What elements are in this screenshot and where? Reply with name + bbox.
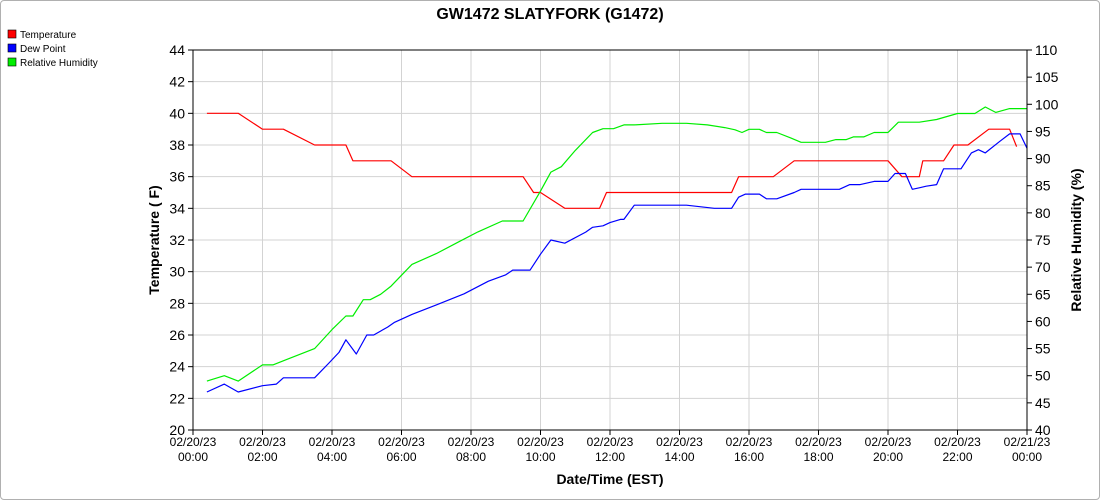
legend-label-temperature: Temperature <box>20 30 77 41</box>
y-tick-label: 28 <box>169 295 185 311</box>
x-tick-date: 02/20/23 <box>656 435 703 449</box>
legend-swatch-dew-point <box>7 43 17 53</box>
x-tick-time: 20:00 <box>873 450 903 464</box>
x-tick-date: 02/20/23 <box>309 435 356 449</box>
x-tick-time: 14:00 <box>664 450 694 464</box>
x-tick-date: 02/20/23 <box>795 435 842 449</box>
y2-tick-label: 50 <box>1035 368 1051 384</box>
x-tick-time: 02:00 <box>247 450 277 464</box>
y-tick-label: 20 <box>169 422 185 438</box>
y-axis-label: Temperature ( F) <box>146 185 162 294</box>
y-axis-right: 40 45 50 55 60 65 70 75 80 85 90 95 100 105 110 <box>1027 42 1059 438</box>
x-tick-time: 10:00 <box>525 450 555 464</box>
y-tick-label: 26 <box>169 327 185 343</box>
y2-tick-label: 70 <box>1035 259 1051 275</box>
x-axis: 02/20/2300:0002/20/2302:0002/20/2304:000… <box>170 430 1051 464</box>
x-tick-time: 12:00 <box>595 450 625 464</box>
y2-tick-label: 65 <box>1035 286 1051 302</box>
legend-label-relative-humidity: Relative Humidity <box>20 58 98 69</box>
y2-axis-label: Relative Humidity (%) <box>1068 168 1084 311</box>
temperature-line <box>206 112 1018 209</box>
y-tick-label: 30 <box>169 264 185 280</box>
y-tick-label: 36 <box>169 169 185 185</box>
legend-swatch-relative-humidity <box>7 57 17 67</box>
series-layer <box>206 106 1028 393</box>
y-tick-label: 34 <box>169 200 185 216</box>
x-tick-time: 08:00 <box>456 450 486 464</box>
x-tick-date: 02/20/23 <box>517 435 564 449</box>
x-tick-date: 02/20/23 <box>726 435 773 449</box>
y-tick-label: 24 <box>169 359 185 375</box>
y-tick-label: 38 <box>169 137 185 153</box>
x-tick-time: 00:00 <box>1012 450 1042 464</box>
y2-tick-label: 100 <box>1035 96 1059 112</box>
dew-point-line <box>206 133 1028 393</box>
y-tick-label: 44 <box>169 42 185 58</box>
grid <box>192 49 1028 431</box>
legend-label-dew-point: Dew Point <box>20 44 66 55</box>
x-axis-label: Date/Time (EST) <box>556 471 663 487</box>
y2-tick-label: 60 <box>1035 313 1051 329</box>
x-tick-time: 16:00 <box>734 450 764 464</box>
y2-tick-label: 85 <box>1035 178 1051 194</box>
x-tick-date: 02/20/23 <box>865 435 912 449</box>
y2-tick-label: 45 <box>1035 395 1051 411</box>
relative-humidity-line <box>206 106 1027 382</box>
y2-tick-label: 75 <box>1035 232 1051 248</box>
x-tick-date: 02/20/23 <box>448 435 495 449</box>
y-tick-label: 40 <box>169 105 185 121</box>
legend-swatch-temperature <box>7 29 17 39</box>
y2-tick-label: 55 <box>1035 341 1051 357</box>
x-tick-time: 22:00 <box>942 450 972 464</box>
y2-tick-label: 80 <box>1035 205 1051 221</box>
x-tick-time: 06:00 <box>386 450 416 464</box>
y2-tick-label: 95 <box>1035 123 1051 139</box>
x-tick-date: 02/21/23 <box>1004 435 1051 449</box>
y2-tick-label: 110 <box>1035 42 1058 58</box>
x-tick-date: 02/20/23 <box>170 435 217 449</box>
x-tick-time: 00:00 <box>178 450 208 464</box>
x-tick-date: 02/20/23 <box>239 435 286 449</box>
chart-title: GW1472 SLATYFORK (G1472) <box>436 6 663 23</box>
y2-tick-label: 90 <box>1035 151 1051 167</box>
y-tick-label: 32 <box>169 232 185 248</box>
y2-tick-label: 40 <box>1035 422 1051 438</box>
x-tick-date: 02/20/23 <box>378 435 425 449</box>
x-tick-date: 02/20/23 <box>587 435 634 449</box>
y-axis-left: 20 22 24 26 28 30 32 34 36 38 40 42 44 <box>169 42 193 438</box>
x-tick-time: 04:00 <box>317 450 347 464</box>
x-tick-date: 02/20/23 <box>934 435 981 449</box>
y-tick-label: 22 <box>169 390 185 406</box>
x-tick-time: 18:00 <box>803 450 833 464</box>
y-tick-label: 42 <box>169 74 185 90</box>
y2-tick-label: 105 <box>1035 69 1059 85</box>
legend: Temperature Dew Point Relative Humidity <box>7 29 98 69</box>
